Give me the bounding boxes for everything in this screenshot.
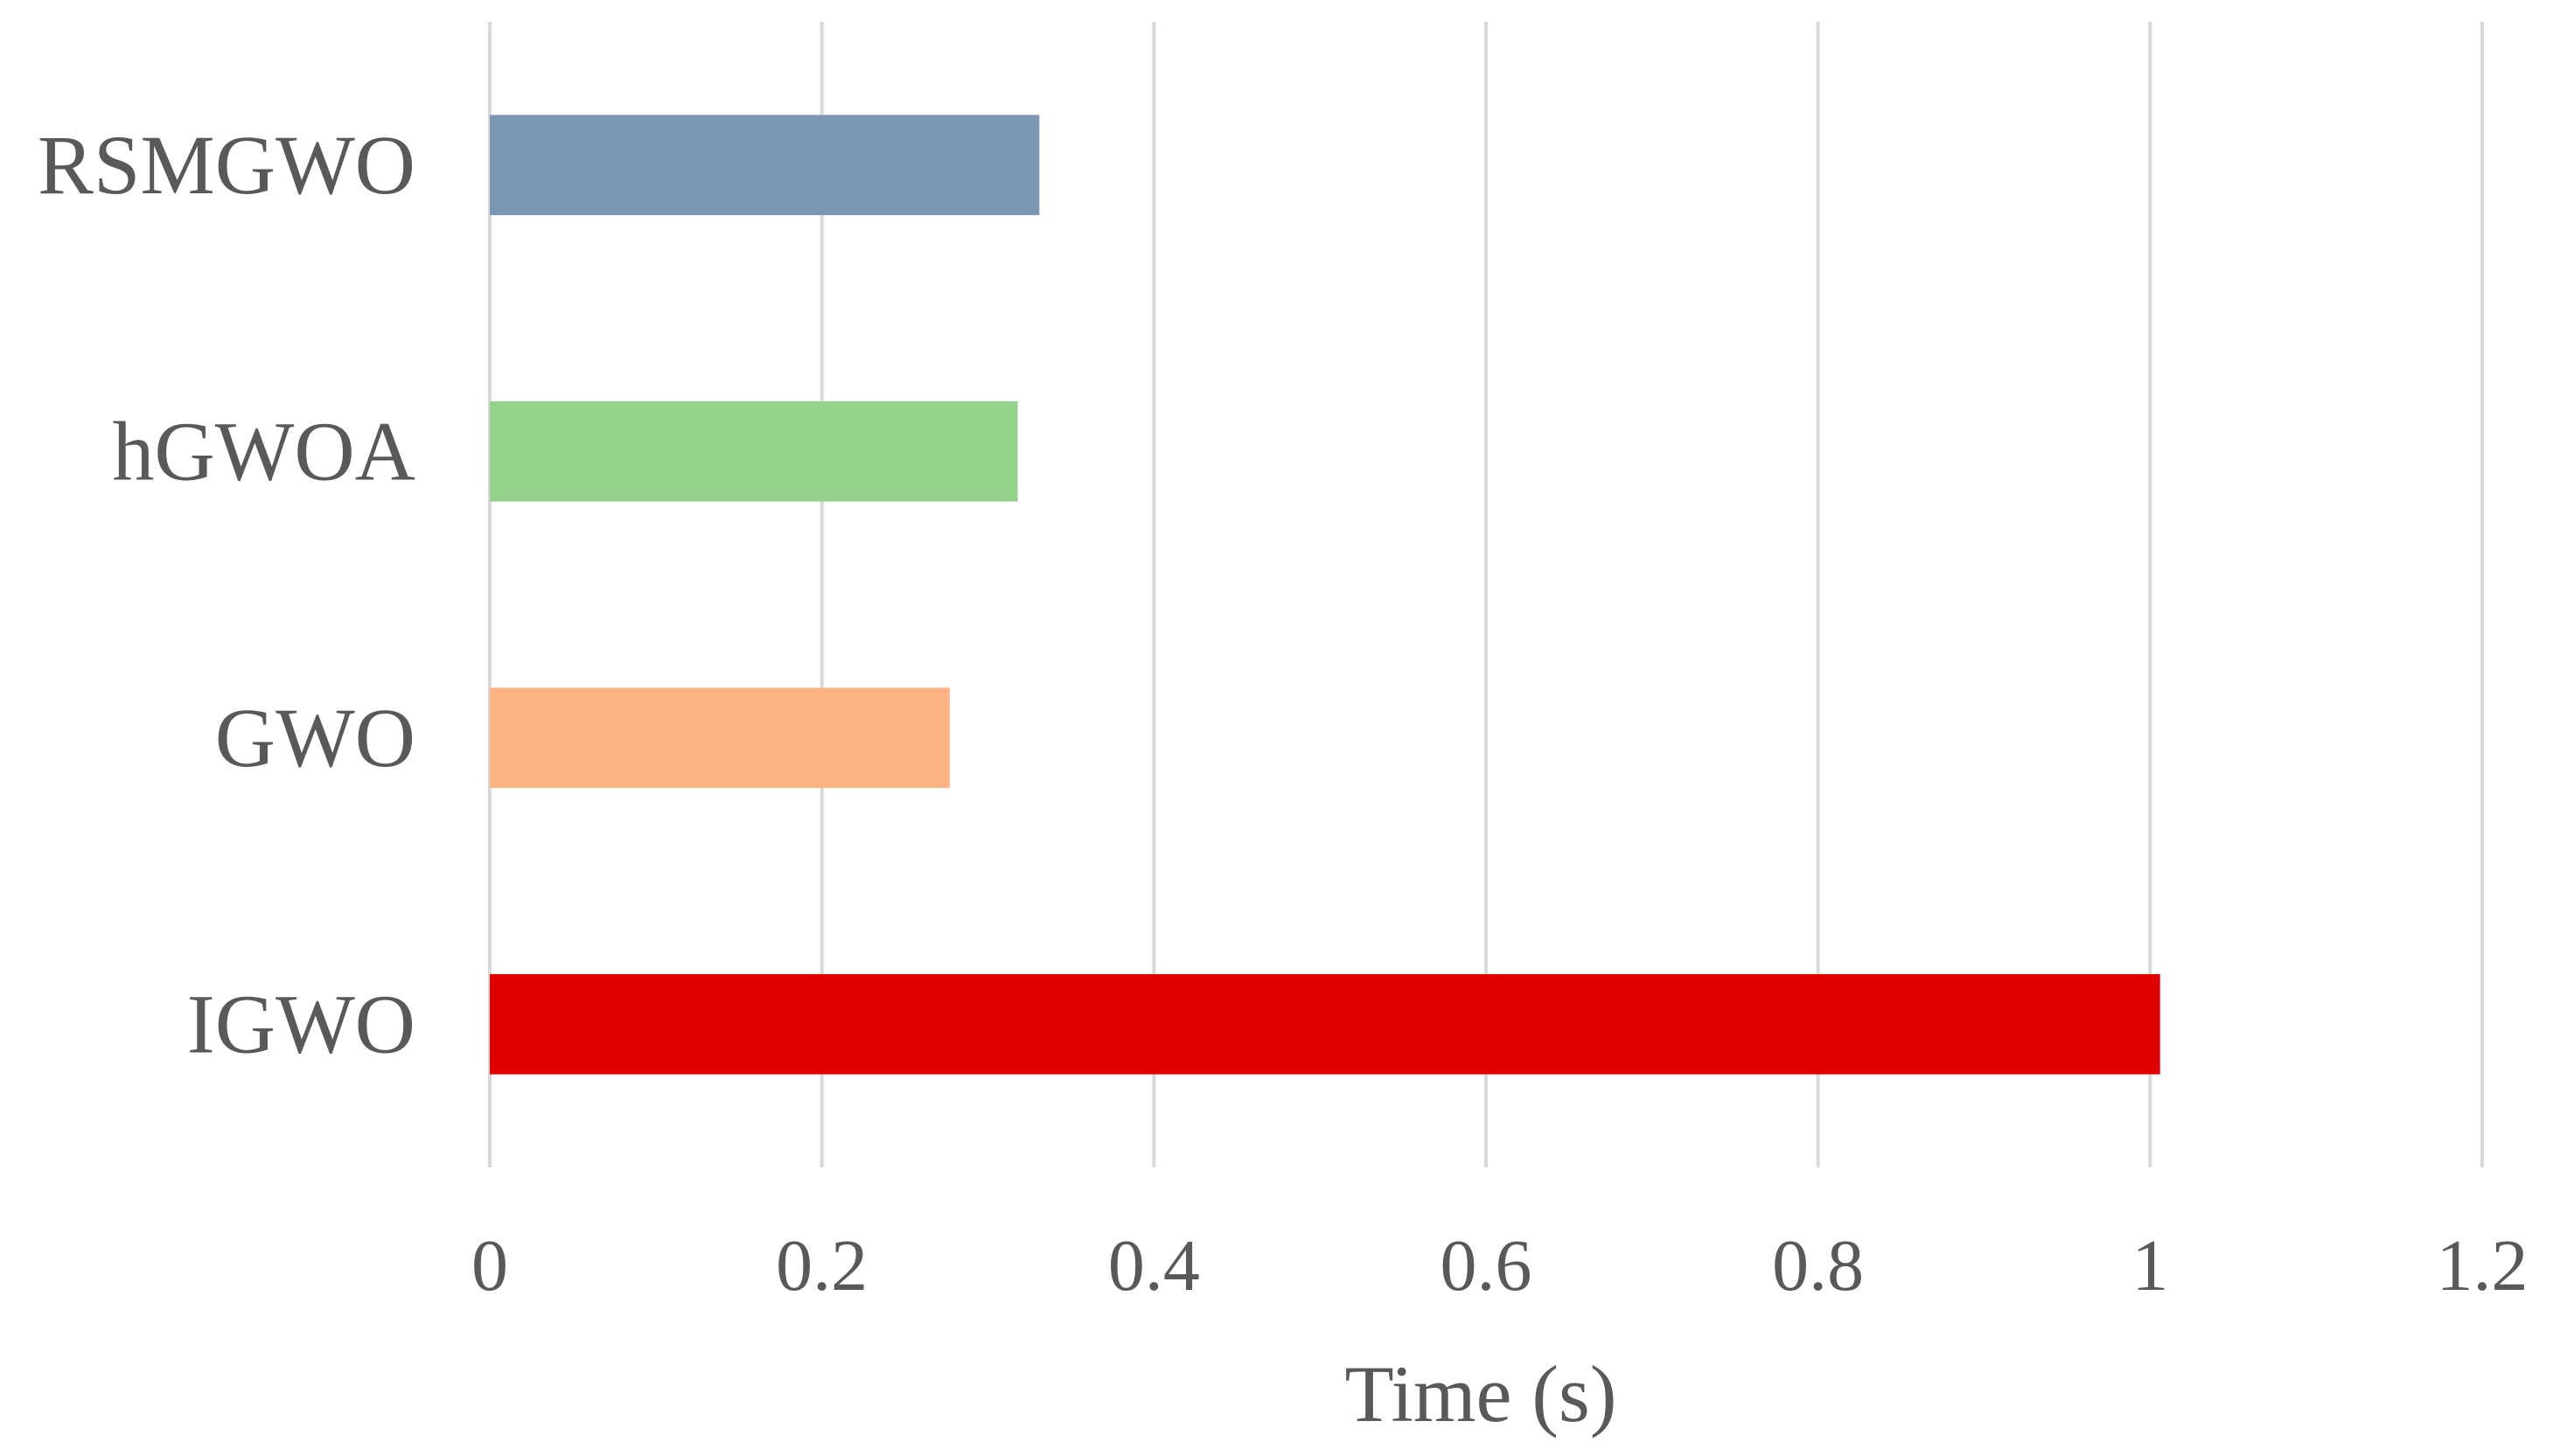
- bar-igwo: [490, 973, 2160, 1075]
- x-tick-label: 0.4: [1108, 1225, 1200, 1306]
- category-label: RSMGWO: [38, 118, 415, 212]
- bars: [490, 115, 2160, 1075]
- bar-hgwoa: [490, 401, 1018, 502]
- x-tick-label: 0: [471, 1225, 508, 1306]
- x-tick-label: 0.6: [1440, 1225, 1532, 1306]
- x-tick-label: 0.8: [1772, 1225, 1864, 1306]
- category-labels: RSMGWO hGWOA GWO IGWO: [38, 118, 415, 1071]
- category-label: IGWO: [187, 977, 415, 1070]
- category-label: GWO: [215, 691, 415, 784]
- x-tick-labels: 0 0.2 0.4 0.6 0.8 1 1.2: [471, 1225, 2529, 1306]
- bar-rsmgwo: [490, 115, 1040, 216]
- x-tick-label: 1: [2131, 1225, 2168, 1306]
- category-label: hGWOA: [112, 404, 415, 498]
- x-tick-label: 1.2: [2437, 1225, 2529, 1306]
- x-tick-label: 0.2: [776, 1225, 868, 1306]
- x-axis-title: Time (s): [1345, 1349, 1617, 1439]
- bar-gwo: [490, 687, 950, 789]
